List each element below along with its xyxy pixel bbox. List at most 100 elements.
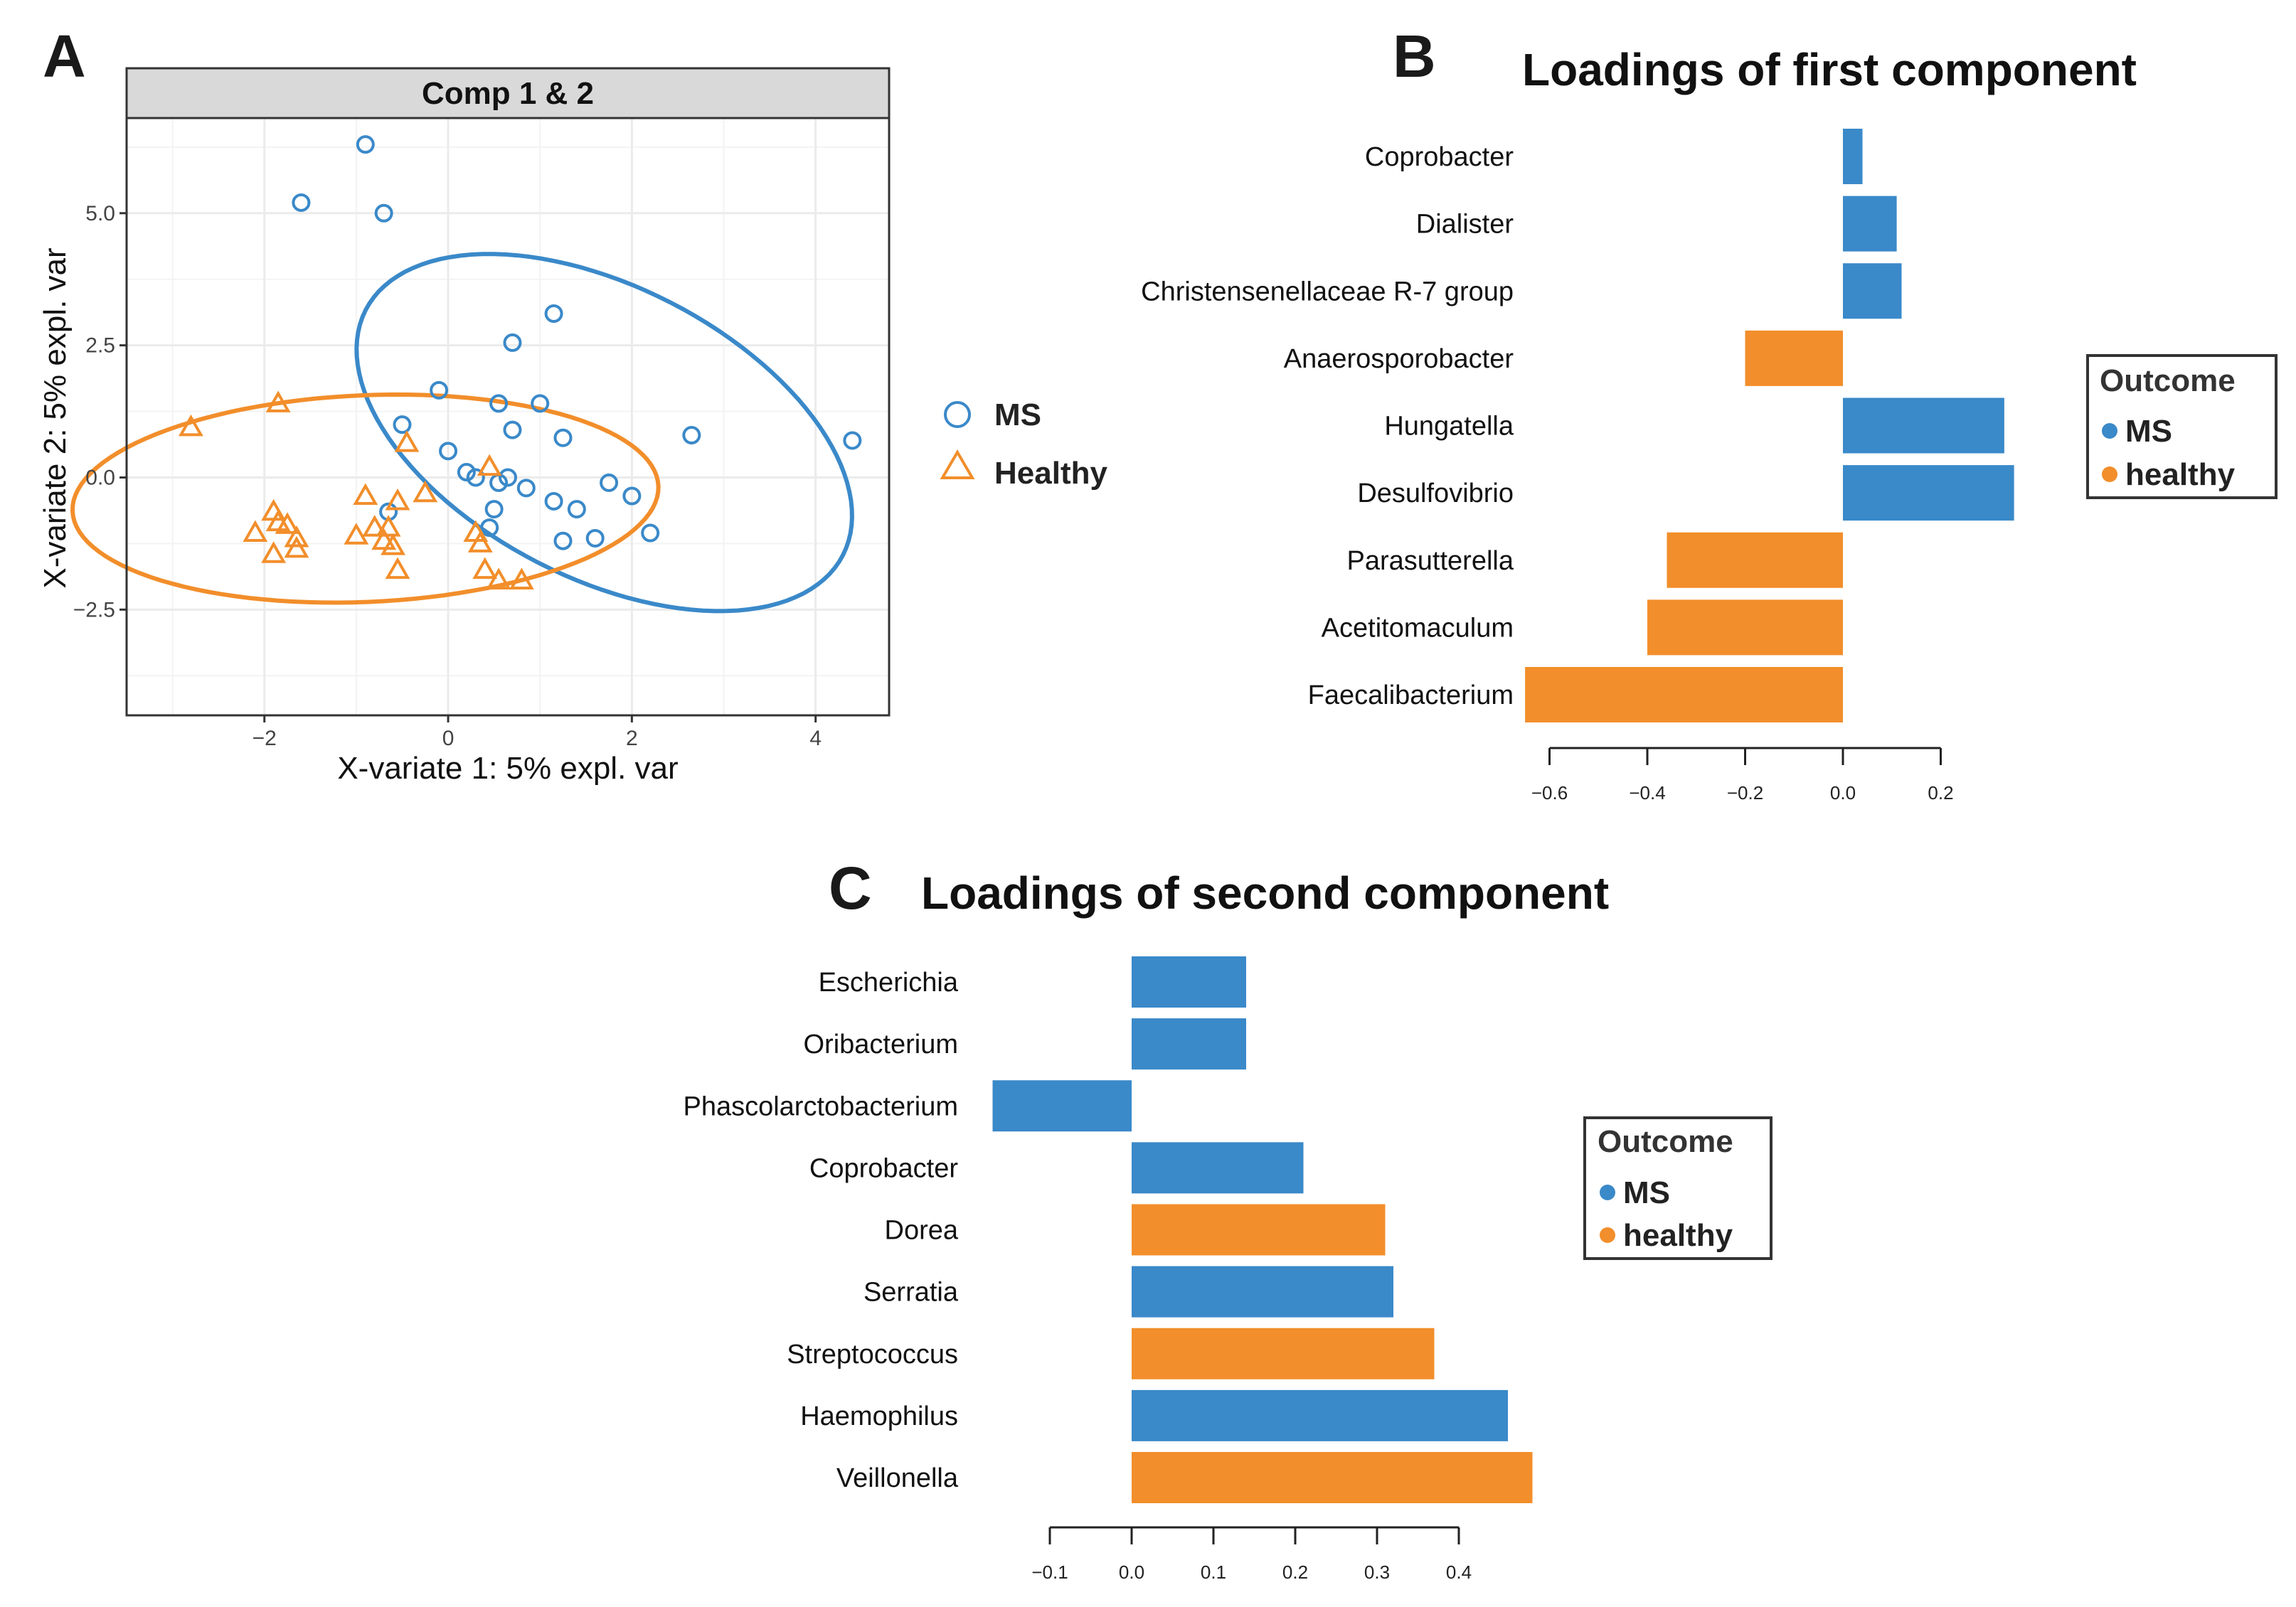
data-point-ms (585, 528, 605, 548)
category-label: Veillonella (836, 1463, 959, 1493)
x-tick-label: −2 (253, 727, 277, 750)
data-point-ms (292, 193, 311, 212)
data-point-healthy (353, 483, 378, 506)
bar-coprobacter (1843, 129, 1863, 184)
category-label: Desulfovibrio (1357, 479, 1514, 508)
data-point-healthy (394, 430, 420, 452)
data-point-healthy (509, 567, 534, 589)
chart-title-c: Loadings of second component (921, 867, 1609, 919)
legend-c-healthy-label: healthy (1623, 1218, 1733, 1253)
data-point-ms (499, 468, 517, 487)
facet-strip (125, 67, 891, 119)
data-point-healthy (385, 557, 410, 580)
data-point-ms (393, 415, 412, 434)
category-label: Serratia (863, 1278, 959, 1308)
bar-plot-b: Coprobacter Dialister Christensenellaceae … (1141, 129, 2014, 804)
category-label: Anaerosporobacter (1284, 344, 1514, 374)
data-point-ms (531, 394, 550, 413)
x-tick-label: 0.0 (1830, 782, 1856, 804)
x-tick-label: −0.6 (1531, 782, 1568, 804)
x-tick-label: 0.3 (1364, 1561, 1390, 1583)
y-tick-label: 2.5 (85, 334, 115, 358)
y-tick-label: 5.0 (85, 202, 115, 225)
legend-healthy-label: Healthy (994, 456, 1107, 491)
legend-c-ms-label: MS (1623, 1175, 1670, 1210)
legend-b-healthy-label: healthy (2125, 457, 2236, 492)
data-point-ms (682, 426, 701, 445)
category-label: Dorea (885, 1216, 959, 1246)
data-point-healthy (275, 512, 300, 534)
legend-c: Outcome MS healthy (1583, 1116, 1773, 1260)
panel-label-a: A (43, 23, 86, 90)
data-point-healthy (243, 520, 268, 543)
panel-label-b: B (1393, 23, 1436, 90)
bar-plot-c: Escherichia Oribacterium Phascolarctobacte… (683, 956, 1533, 1583)
data-point-healthy (178, 414, 203, 437)
data-point-ms (567, 500, 586, 519)
bar-coprobacter (1132, 1142, 1304, 1194)
x-tick-label: −0.4 (1629, 782, 1665, 804)
scatter-legend: MS Healthy (940, 397, 1107, 491)
data-point-healthy (467, 530, 493, 552)
category-label: Haemophilus (800, 1402, 958, 1431)
legend-c-ms-dot (1600, 1185, 1615, 1200)
data-point-healthy (284, 535, 309, 558)
data-point-healthy (284, 525, 309, 548)
data-point-ms (553, 531, 573, 550)
x-tick-label: 0 (442, 727, 455, 750)
scatter-panel-a: Comp 1 & 2 −2 0 2 4 −2.5 0.0 2.5 5.0 X-variate … (38, 67, 1107, 786)
data-point-ms (466, 468, 485, 487)
bar-streptococcus (1132, 1328, 1435, 1379)
data-point-healthy (477, 454, 502, 476)
data-point-ms (600, 473, 619, 492)
data-point-ms (484, 500, 504, 519)
data-point-ms (622, 486, 642, 506)
data-point-ms (430, 380, 449, 400)
confidence-ellipse-ms (354, 252, 854, 614)
legend-title-b: Outcome (2100, 363, 2236, 398)
data-point-ms (439, 442, 458, 461)
x-tick-label: 0.4 (1446, 1561, 1472, 1583)
x-tick-label: 4 (809, 727, 822, 750)
bar-dialister (1843, 196, 1897, 252)
legend-b-ms-dot (2102, 423, 2117, 439)
bar-escherichia (1132, 956, 1246, 1008)
legend-box-c (1583, 1116, 1773, 1260)
legend-title-c: Outcome (1598, 1124, 1733, 1159)
data-point-ms (553, 428, 573, 447)
facet-strip-title: Comp 1 & 2 (422, 76, 594, 111)
plot-border (125, 117, 891, 717)
x-tick-label: 2 (626, 727, 638, 750)
data-point-ms (457, 463, 476, 482)
category-label: Streptococcus (787, 1340, 958, 1370)
plot-background (127, 118, 889, 715)
data-point-healthy (486, 567, 511, 589)
category-label: Escherichia (819, 968, 959, 998)
x-axis-title: X-variate 1: 5% expl. var (337, 751, 678, 786)
category-label: Acetitomaculum (1322, 613, 1514, 643)
legend-ms-label: MS (994, 397, 1041, 432)
bar-acetitomaculum (1647, 599, 1843, 656)
y-tick-label: −2.5 (73, 598, 115, 621)
bar-hungatella (1843, 397, 2004, 454)
y-tick-label: 0.0 (85, 466, 115, 489)
bar-veillonella (1132, 1452, 1533, 1503)
bar-panel-c: Loadings of second component Escherichia… (683, 867, 1773, 1583)
legend-c-healthy-dot (1600, 1227, 1615, 1243)
chart-title-b: Loadings of first component (1522, 44, 2137, 95)
category-label: Coprobacter (809, 1153, 958, 1183)
x-tick-label: 0.0 (1119, 1561, 1144, 1583)
legend-healthy-marker (940, 449, 975, 479)
x-tick-label: −0.2 (1727, 782, 1763, 804)
category-label: Faecalibacterium (1308, 680, 1514, 710)
data-point-ms (843, 431, 862, 450)
legend-b: Outcome MS healthy (2086, 354, 2278, 499)
x-tick-label: −0.1 (1031, 1561, 1068, 1583)
bar-christensenellaceae-r-7-group (1843, 263, 1902, 319)
panel-label-c: C (829, 855, 872, 922)
category-label: Hungatella (1384, 412, 1514, 442)
legend-b-ms-label: MS (2125, 414, 2172, 449)
category-label: Parasutterella (1347, 546, 1514, 576)
data-point-ms (480, 518, 499, 538)
bar-dorea (1132, 1204, 1386, 1256)
